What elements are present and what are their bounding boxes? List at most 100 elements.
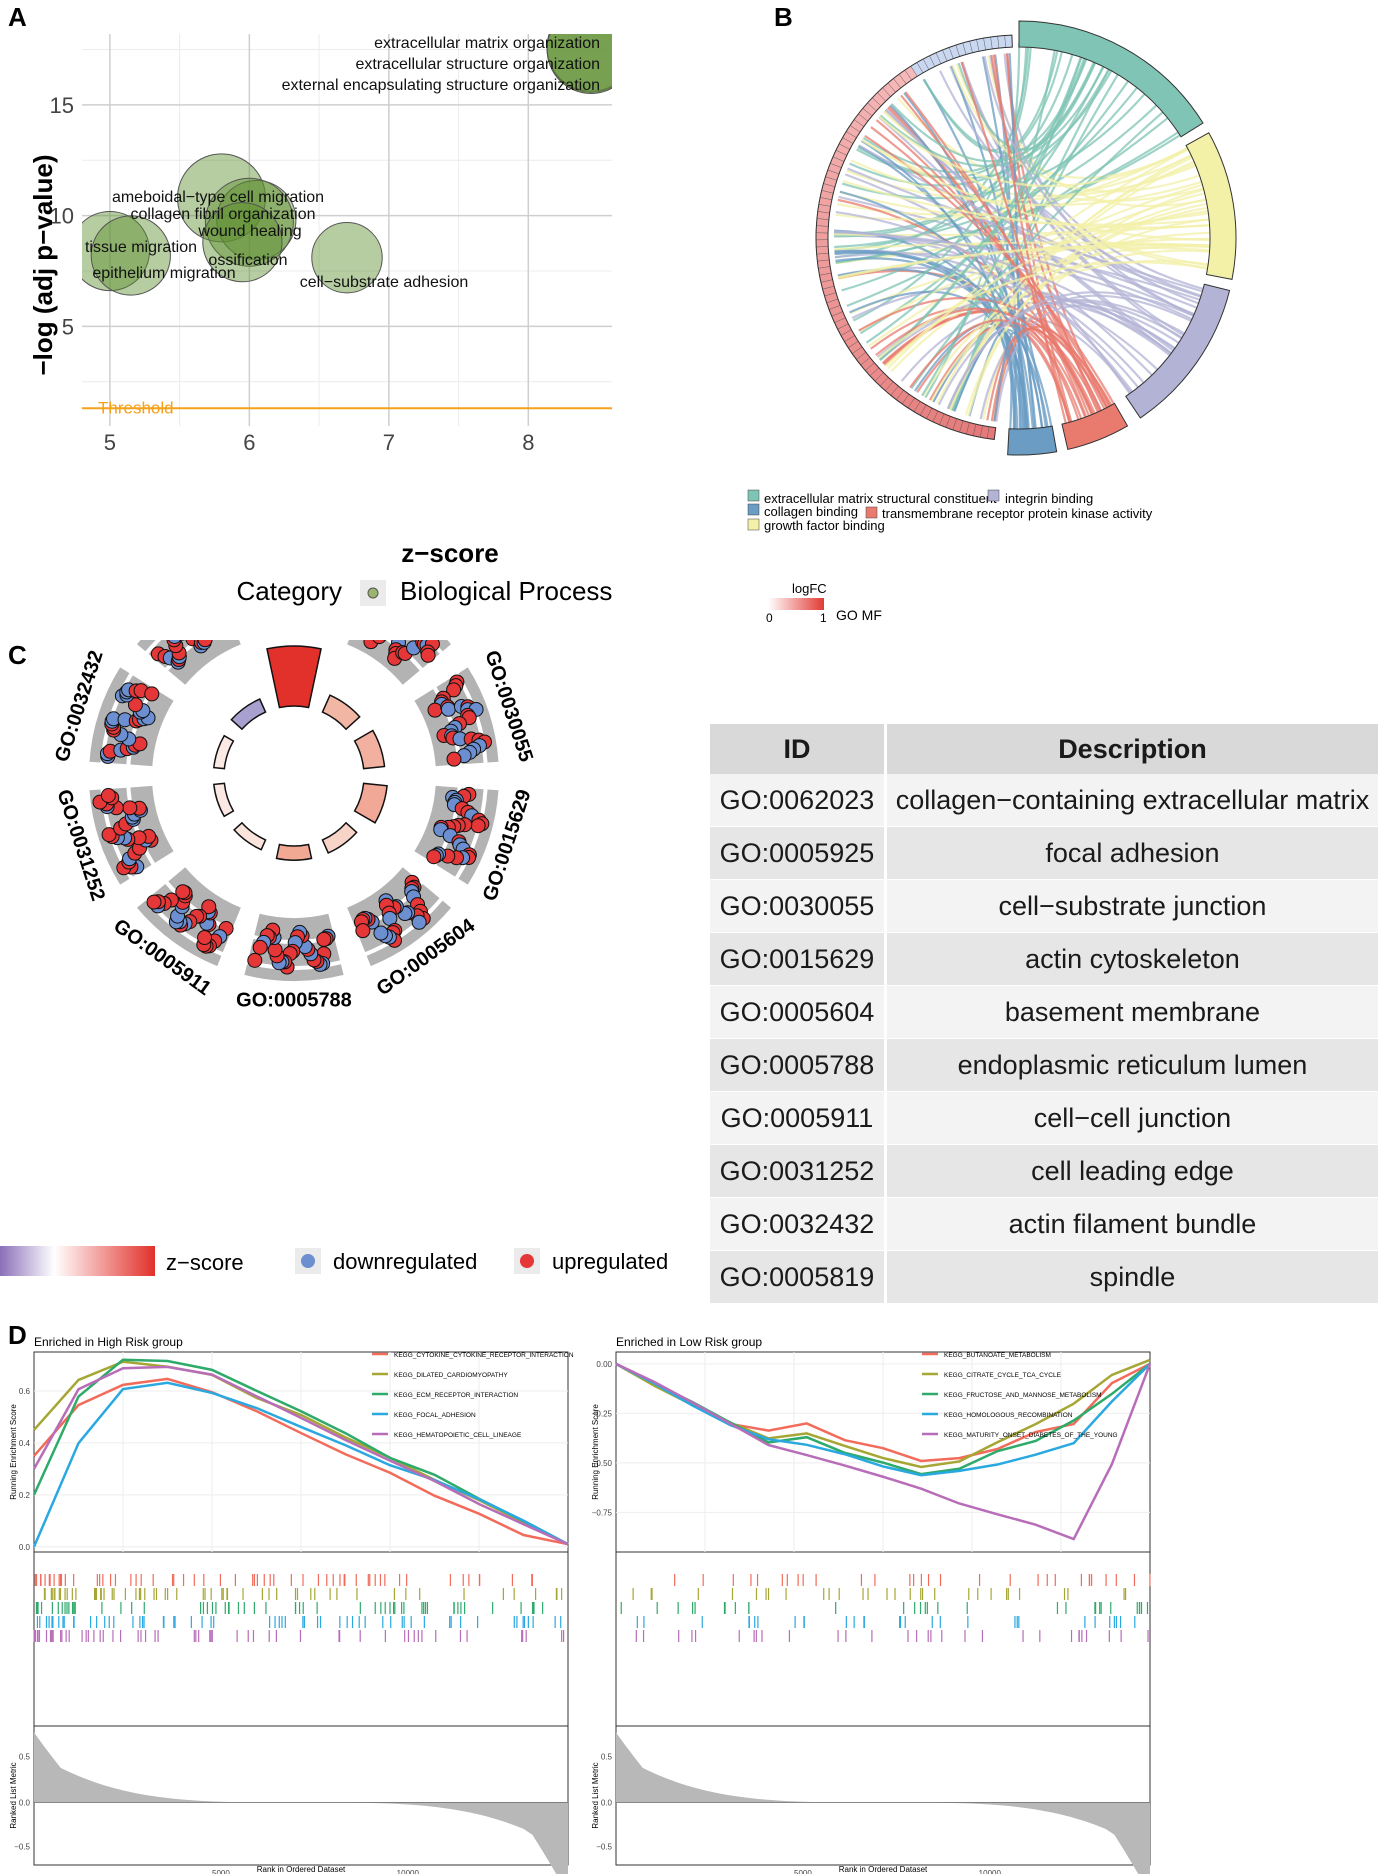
- cell-id: GO:0015629: [710, 932, 887, 986]
- gene-dot: [420, 647, 436, 663]
- legend-title: Category: [237, 576, 343, 606]
- table-row: GO:0005788 endoplasmic reticulum lumen: [710, 1038, 1381, 1092]
- gene-ring-outline: [815, 34, 1013, 441]
- term-legend-key: [865, 506, 878, 519]
- gsea-low-risk: Enriched in Low Risk group0.00−0.25−0.50…: [591, 1335, 1152, 1874]
- cell-description: cell−cell junction: [885, 1091, 1381, 1145]
- chord-ribbon: [964, 205, 1212, 416]
- gsea-title: Enriched in Low Risk group: [616, 1335, 762, 1349]
- bubble-label: wound healing: [197, 223, 301, 240]
- up-key-dot: [520, 1254, 534, 1268]
- gray-band-inner: [168, 640, 241, 685]
- es-tick-label: 0.6: [19, 1387, 31, 1396]
- table-row: GO:0062023 collagen−containing extracellu…: [710, 774, 1381, 827]
- es-tick-label: 0.00: [596, 1360, 612, 1369]
- bubble: [176, 153, 266, 243]
- cell-description: cell leading edge: [885, 1144, 1381, 1198]
- metric-tick-label: 0.0: [601, 1798, 613, 1807]
- gene-dot: [426, 849, 442, 865]
- es-tick-label: −0.75: [592, 1508, 613, 1517]
- zscore-bar: [321, 821, 358, 854]
- metric-tick-label: −0.5: [14, 1842, 30, 1851]
- table-row: GO:0015629 actin cytoskeleton: [710, 932, 1381, 986]
- bubble: [204, 177, 294, 267]
- zscore-bar: [353, 782, 388, 824]
- panel-d-gsea-plots: D Enriched in High Risk group 0.0 0.2 0.4 0.…: [8, 1320, 1152, 1874]
- bubble-label: extracellular matrix organization: [374, 35, 600, 52]
- go-table-container: ID Description GO:0062023 collagen−contai…: [710, 724, 1381, 1304]
- chord-diagram: [815, 20, 1237, 456]
- cell-id: GO:0005819: [710, 1250, 887, 1304]
- cell-description: actin filament bundle: [885, 1197, 1381, 1251]
- es-curve: [615, 1362, 1151, 1477]
- es-tick-label: −0.25: [592, 1409, 613, 1418]
- upregulated-label: upregulated: [552, 1249, 668, 1274]
- gsea-high-risk: Enriched in High Risk group0.00.20.40.6R…: [9, 1335, 574, 1874]
- table-header-row: ID Description: [710, 724, 1381, 774]
- bubble-label: external encapsulating structure organiz…: [282, 77, 600, 94]
- term-sector: [1018, 20, 1204, 138]
- chord-ribbon: [992, 54, 1068, 428]
- chord-ribbon: [981, 56, 1036, 433]
- bubbles: [82, 34, 612, 296]
- term-legend-key: [747, 518, 760, 531]
- term-sector: [1007, 425, 1058, 456]
- cell-description: actin cytoskeleton: [885, 932, 1381, 986]
- term-legend-key: [987, 489, 1000, 502]
- chord-ribbon: [986, 327, 1096, 421]
- gene-cell: [816, 252, 830, 262]
- cell-id: GO:0062023: [710, 774, 887, 827]
- bubble: [216, 179, 297, 261]
- gene-dot: [101, 827, 117, 843]
- zscore-bar: [213, 734, 235, 770]
- term-legend-label: extracellular matrix structural constitu…: [764, 491, 997, 506]
- chord-ribbon: [835, 129, 1183, 264]
- gene-dot: [411, 914, 427, 930]
- term-legend-label: collagen binding: [764, 504, 858, 519]
- zscore-legend-label: z−score: [166, 1250, 244, 1275]
- y-tick-label: 5: [62, 314, 74, 339]
- es-tick-label: 0.2: [19, 1491, 31, 1500]
- gene-dot: [197, 640, 213, 648]
- x-tick-label: 7: [383, 430, 395, 455]
- curve-legend-label: KEGG_CYTOKINE_CYTOKINE_RECEPTOR_INTERACT…: [394, 1352, 574, 1359]
- chord-ribbon: [947, 291, 1198, 410]
- x-tick-label: 10000: [979, 1869, 1002, 1874]
- zscore-bar: [353, 729, 386, 770]
- table-row: GO:0032432 actin filament bundle: [710, 1197, 1381, 1251]
- chord-ribbon: [839, 190, 1054, 431]
- term-legend-label: growth factor binding: [764, 518, 885, 533]
- bubble-label: tissue migration: [85, 239, 197, 256]
- y-axis-label: −log (adj p−value): [28, 154, 58, 375]
- bubble-label: epithelium migration: [92, 265, 235, 282]
- es-tick-label: 0.4: [19, 1439, 31, 1448]
- gray-band-outer: [136, 640, 156, 652]
- term-sector: [1125, 283, 1231, 419]
- curve-legend-label: KEGG_FOCAL_ADHESION: [394, 1412, 476, 1419]
- chord-ribbon: [890, 58, 1097, 163]
- chord-ribbon: [834, 230, 1176, 357]
- zscore-bar: [266, 645, 322, 709]
- cell-description: cell−substrate junction: [885, 879, 1381, 933]
- chord-ribbon: [839, 191, 1214, 226]
- gene-dot: [252, 939, 268, 955]
- gene-cell: [997, 35, 1006, 49]
- zscore-bar: [213, 782, 235, 818]
- curve-legend-label: KEGG_BUTANOATE_METABOLISM: [944, 1352, 1051, 1359]
- metric-tick-label: 0.5: [601, 1752, 613, 1761]
- bubble: [546, 34, 612, 94]
- chord-ribbon: [877, 261, 1212, 360]
- metric-tick-label: 0.5: [19, 1752, 31, 1761]
- gray-band-inner: [414, 689, 458, 767]
- logfc-min: 0: [766, 611, 773, 625]
- go-table: ID Description GO:0062023 collagen−contai…: [710, 724, 1381, 1304]
- gene-dot: [446, 751, 462, 767]
- table-row: GO:0031252 cell leading edge: [710, 1144, 1381, 1198]
- chord-ribbon: [951, 65, 1204, 193]
- term-legend-key: [747, 489, 760, 502]
- chord-ribbon: [835, 210, 1136, 396]
- bubble-label: ameboidal−type cell migration: [112, 189, 324, 206]
- chord-ribbon: [870, 126, 1114, 410]
- legend-entry: Biological Process: [400, 576, 612, 606]
- cell-id: GO:0031252: [710, 1144, 887, 1198]
